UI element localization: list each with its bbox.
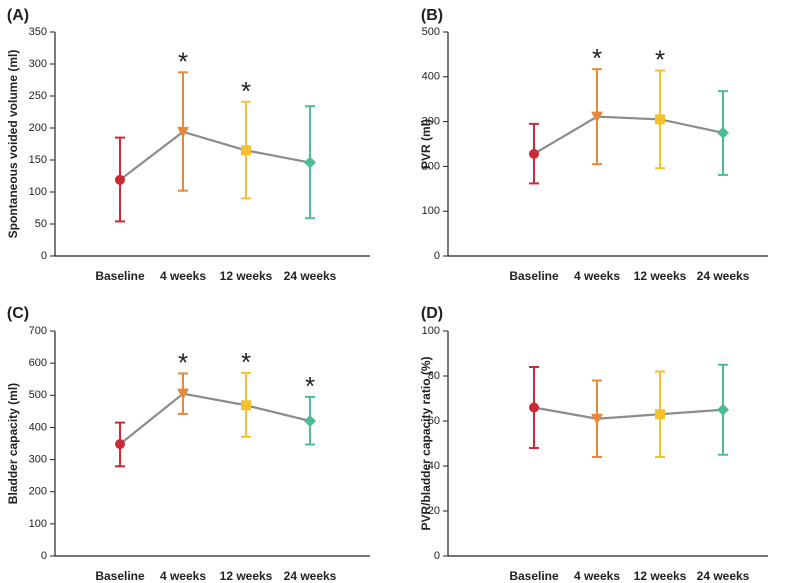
panel-label: (D) xyxy=(421,305,443,322)
series-line xyxy=(119,392,311,446)
square-marker xyxy=(655,114,665,125)
panel-label: (B) xyxy=(421,7,443,24)
diamond-marker xyxy=(304,156,316,169)
x-tick-label: 12 weeks xyxy=(634,569,687,583)
significance-star: * xyxy=(592,43,602,73)
x-tick-label: 24 weeks xyxy=(697,269,750,283)
circle-marker xyxy=(115,174,125,185)
y-tick-label: 60 xyxy=(428,415,440,427)
triangle-down-marker xyxy=(591,111,603,123)
y-tick-label: 100 xyxy=(29,518,47,530)
significance-star: * xyxy=(178,46,188,76)
triangle-down-marker xyxy=(177,388,189,400)
triangle-down-marker xyxy=(177,126,189,138)
y-tick-label: 300 xyxy=(29,453,47,465)
x-tick-label: 24 weeks xyxy=(284,269,337,283)
y-tick-label: 250 xyxy=(29,90,47,102)
y-tick-label: 350 xyxy=(29,26,47,38)
x-tick-label: 4 weeks xyxy=(574,569,620,583)
x-tick-label: 4 weeks xyxy=(574,269,620,283)
y-tick-label: 500 xyxy=(422,26,440,38)
y-tick-label: 0 xyxy=(41,250,47,262)
y-tick-label: 50 xyxy=(35,218,47,230)
significance-star: * xyxy=(655,45,665,75)
y-axis-title: PVR (ml) xyxy=(419,119,433,169)
diamond-marker xyxy=(717,403,729,416)
panel-label: (C) xyxy=(7,305,29,322)
y-axis-title: PVR/bladder capacity ratio (%) xyxy=(419,356,433,530)
x-tick-label: 24 weeks xyxy=(284,569,337,583)
y-axis-title: Bladder capacity (ml) xyxy=(6,383,20,504)
y-tick-label: 0 xyxy=(434,250,440,262)
circle-marker xyxy=(529,402,539,413)
diamond-marker xyxy=(304,415,316,427)
x-tick-label: 12 weeks xyxy=(634,269,687,283)
x-tick-label: 4 weeks xyxy=(160,269,206,283)
x-tick-label: 12 weeks xyxy=(220,569,273,583)
square-marker xyxy=(241,145,251,156)
y-tick-label: 400 xyxy=(422,71,440,83)
x-tick-label: Baseline xyxy=(509,569,559,583)
y-tick-label: 400 xyxy=(29,421,47,433)
square-marker xyxy=(655,409,665,420)
significance-star: * xyxy=(241,76,251,106)
y-tick-label: 200 xyxy=(29,122,47,134)
panel-label: (A) xyxy=(7,7,29,24)
circle-marker xyxy=(529,148,539,159)
diamond-marker xyxy=(717,126,729,139)
y-tick-label: 20 xyxy=(428,505,440,517)
y-tick-label: 100 xyxy=(422,205,440,217)
y-tick-label: 0 xyxy=(41,550,47,562)
y-tick-label: 40 xyxy=(428,460,440,472)
y-tick-label: 200 xyxy=(29,486,47,498)
y-tick-label: 80 xyxy=(428,370,440,382)
significance-star: * xyxy=(178,347,188,377)
chart-panel-d: (D) 0 20 40 60 80 100 PVR/bladder capacity rati… xyxy=(419,305,768,583)
chart-panel-a: (A) 0 50 100 150 200 250 300 350 Spontaneous void… xyxy=(6,7,370,283)
x-tick-label: 24 weeks xyxy=(697,569,750,583)
y-tick-label: 0 xyxy=(434,550,440,562)
y-tick-label: 100 xyxy=(422,325,440,337)
y-tick-label: 700 xyxy=(29,325,47,337)
x-tick-label: Baseline xyxy=(95,269,145,283)
x-tick-label: Baseline xyxy=(509,269,559,283)
y-tick-label: 150 xyxy=(29,154,47,166)
x-tick-label: Baseline xyxy=(95,569,145,583)
square-marker xyxy=(241,400,251,411)
y-tick-label: 300 xyxy=(29,58,47,70)
series-line xyxy=(119,130,311,181)
chart-panel-c: (C) 0 100 200 300 400 500 600 700 Bladder capacit… xyxy=(6,305,370,583)
significance-star: * xyxy=(305,371,315,401)
y-axis-title: Spontaneous voided volume (ml) xyxy=(6,50,20,239)
circle-marker xyxy=(115,439,125,450)
triangle-down-marker xyxy=(591,413,603,425)
y-tick-label: 500 xyxy=(29,389,47,401)
y-tick-label: 100 xyxy=(29,186,47,198)
y-tick-label: 600 xyxy=(29,357,47,369)
significance-star: * xyxy=(241,347,251,377)
series-line xyxy=(533,115,724,155)
y-tick-label: 300 xyxy=(422,116,440,128)
x-tick-label: 12 weeks xyxy=(220,269,273,283)
series-line xyxy=(533,406,724,420)
x-tick-label: 4 weeks xyxy=(160,569,206,583)
chart-panel-b: (B) 0 100 200 300 400 500 PVR (ml) Baseline 4 wee… xyxy=(419,7,768,283)
y-tick-label: 200 xyxy=(422,160,440,172)
